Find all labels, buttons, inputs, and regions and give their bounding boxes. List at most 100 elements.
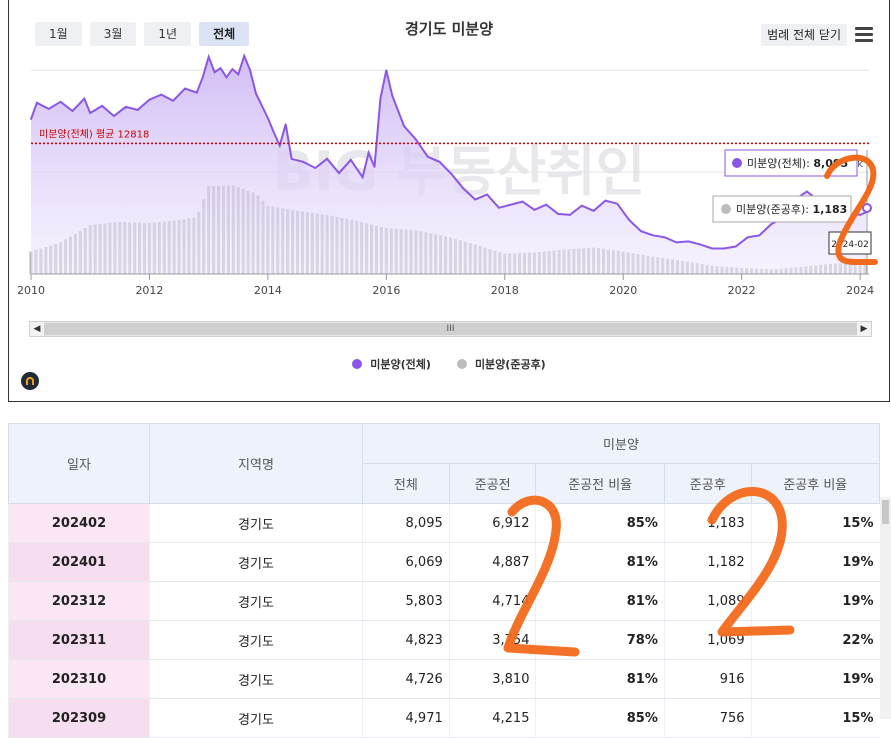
point-total xyxy=(261,105,263,107)
point-total xyxy=(302,161,305,163)
cell-post: 1,069 xyxy=(663,620,752,660)
table-row[interactable]: 202310 경기도 4,726 3,810 81% 916 19% xyxy=(8,659,880,699)
tooltip-post xyxy=(712,195,852,223)
x-tick-label: 2016 xyxy=(372,284,400,297)
cell-date: 202310 xyxy=(8,659,150,699)
x-tick-label: 2020 xyxy=(609,284,637,297)
legend-dot-icon xyxy=(456,359,467,369)
point-total xyxy=(367,151,370,154)
point-total xyxy=(101,105,103,107)
cell-region: 경기도 xyxy=(149,542,363,582)
point-total xyxy=(326,158,328,160)
point-total xyxy=(30,118,32,120)
site-logo-icon[interactable] xyxy=(21,372,39,390)
table-row[interactable]: 202309 경기도 4,971 4,215 85% 756 15% xyxy=(8,698,880,738)
cell-pre: 4,887 xyxy=(448,542,536,582)
average-line-label: 미분양(전체) 평균 12818 xyxy=(39,128,149,140)
cell-post: 1,182 xyxy=(663,542,752,582)
cell-total: 4,971 xyxy=(362,698,450,738)
point-total xyxy=(385,69,388,71)
point-total xyxy=(604,199,607,202)
point-total xyxy=(278,144,281,147)
legend-toggle-button[interactable]: 범례 전체 닫기 xyxy=(761,24,847,46)
table-row[interactable]: 202402 경기도 8,095 6,912 85% 1,183 15% xyxy=(8,503,880,543)
point-total xyxy=(249,69,251,71)
cell-post-ratio: 19% xyxy=(750,581,880,621)
point-total xyxy=(652,234,654,237)
point-total xyxy=(83,97,86,100)
scroll-left-icon[interactable]: ◀ xyxy=(30,322,44,336)
cell-pre-ratio: 78% xyxy=(535,620,665,660)
scroll-right-icon[interactable]: ▶ xyxy=(857,322,871,336)
crosshair-date-label: 2024-02 xyxy=(831,240,869,250)
point-total xyxy=(628,219,630,221)
point-total xyxy=(758,234,761,237)
point-total xyxy=(290,158,293,160)
table-scrollbar[interactable] xyxy=(880,497,891,719)
header-pre: 준공전 xyxy=(448,463,537,504)
table-row[interactable]: 202401 경기도 6,069 4,887 81% 1,182 19% xyxy=(8,542,880,582)
header-group: 미분양 xyxy=(362,423,880,464)
tooltip-dot-icon xyxy=(732,158,742,168)
hover-point-icon xyxy=(862,203,872,213)
point-total xyxy=(361,176,364,178)
point-total xyxy=(201,76,204,79)
range-button-3m[interactable]: 3월 xyxy=(89,22,137,46)
point-total xyxy=(89,112,92,114)
cell-date: 202402 xyxy=(8,503,150,543)
point-total xyxy=(225,76,228,79)
cell-total: 4,726 xyxy=(362,659,450,699)
header-post-ratio: 준공후 비율 xyxy=(750,463,881,504)
point-total xyxy=(273,131,275,134)
header-region: 지역명 xyxy=(149,423,363,504)
point-total xyxy=(284,123,287,125)
chart-navigator-scrollbar[interactable]: ◀ III ▶ xyxy=(29,321,872,337)
point-total xyxy=(557,213,559,215)
legend-item-post[interactable]: 미분양(준공후) xyxy=(456,356,546,372)
legend-item-total[interactable]: 미분양(전체) xyxy=(352,356,431,372)
range-button-1y[interactable]: 1년 xyxy=(144,22,192,46)
point-total xyxy=(474,198,476,201)
point-total xyxy=(231,68,234,70)
legend-label-total: 미분양(전체) xyxy=(370,358,431,371)
point-total xyxy=(723,247,725,250)
point-total xyxy=(213,71,216,74)
cell-post-ratio: 15% xyxy=(750,698,880,738)
cell-pre-ratio: 81% xyxy=(535,542,665,582)
cell-pre: 4,215 xyxy=(448,698,536,738)
point-total xyxy=(255,92,257,95)
x-tick-label: 2012 xyxy=(135,284,163,297)
point-total xyxy=(592,210,595,212)
x-tick-label: 2010 xyxy=(17,284,45,297)
table-row[interactable]: 202311 경기도 4,823 3,754 78% 1,069 22% xyxy=(8,620,880,660)
point-total xyxy=(450,173,453,175)
point-total xyxy=(687,240,690,243)
cell-total: 5,803 xyxy=(362,581,450,621)
cell-post: 1,089 xyxy=(663,581,752,621)
cell-pre-ratio: 81% xyxy=(535,581,665,621)
point-total xyxy=(521,200,524,203)
point-total xyxy=(314,167,317,169)
point-total xyxy=(509,203,512,206)
x-tick-label: 2022 xyxy=(728,284,756,297)
cell-post-ratio: 15% xyxy=(750,503,880,543)
chart-panel: 1월 3월 1년 전체 경기도 미분양 범례 전체 닫기 BIG 부동산취인 미… xyxy=(8,0,890,402)
x-tick-label: 2014 xyxy=(254,284,282,297)
table-row[interactable]: 202312 경기도 5,803 4,714 81% 1,089 19% xyxy=(8,581,880,621)
point-total xyxy=(184,87,186,90)
point-total xyxy=(438,161,441,163)
point-total xyxy=(675,241,678,244)
point-total xyxy=(533,209,536,211)
range-button-all[interactable]: 전체 xyxy=(199,22,250,46)
point-total xyxy=(124,106,127,108)
point-total xyxy=(640,230,642,232)
hamburger-menu-icon[interactable] xyxy=(855,27,873,43)
point-total xyxy=(172,99,174,102)
point-total xyxy=(243,55,246,57)
cell-date: 202311 xyxy=(8,620,150,660)
point-total xyxy=(148,98,151,101)
scroll-thumb[interactable]: III xyxy=(44,323,857,335)
cell-post: 1,183 xyxy=(663,503,752,543)
range-button-1m[interactable]: 1월 xyxy=(35,22,82,46)
point-total xyxy=(379,97,382,100)
